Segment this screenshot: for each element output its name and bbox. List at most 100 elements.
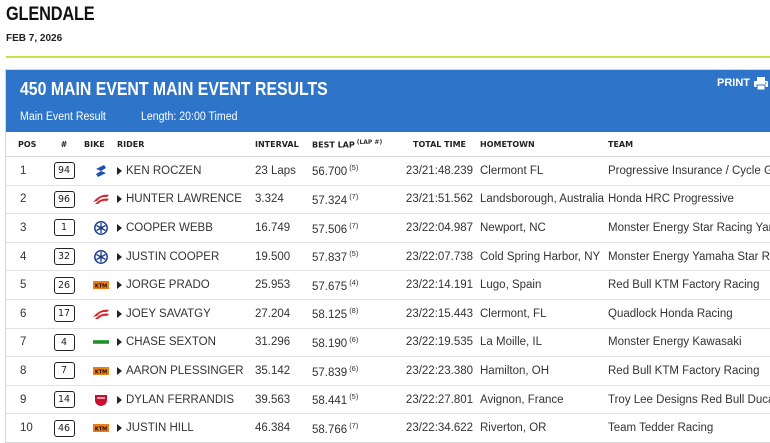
row-position: 8 [6,356,44,386]
row-lap-number: (6) [349,334,359,344]
row-number-cell: 32 [44,242,84,272]
row-total-time: 23/22:23.380 [399,356,480,386]
header-bike: BIKE [84,132,117,157]
rider-name-link[interactable]: JOEY SAVATGY [126,307,211,320]
row-lap-number: (4) [349,277,359,287]
row-team: Troy Lee Designs Red Bull Ducati Factory [608,385,770,415]
rider-number-plate: 7 [53,362,75,380]
svg-text:KTM: KTM [94,426,106,432]
row-total-time: 23/21:51.562 [399,185,480,215]
expand-arrow-icon[interactable] [117,223,122,232]
row-hometown: Riverton, OR [480,413,608,442]
table-row: 4 32 JUSTIN COOPER 19.500 57.837 (5) 23/22:07.… [6,242,770,272]
row-rider-cell[interactable]: JUSTIN COOPER [117,242,255,272]
rider-number-plate: 1 [53,219,75,237]
row-bike-cell [84,156,117,186]
row-lap-number: (8) [349,306,359,316]
rider-name-link[interactable]: JUSTIN COOPER [126,250,220,263]
table-row: 2 96 HUNTER LAWRENCE 3.324 57.324 (7) 23/21:51… [6,185,770,215]
row-hometown: Newport, NC [480,213,608,243]
row-best-lap-cell: 57.837 (5) [312,242,399,272]
row-rider-cell[interactable]: JOEY SAVATGY [117,299,255,329]
row-rider-cell[interactable]: AARON PLESSINGER [117,356,255,386]
ktm-logo-icon: KTM [92,278,110,292]
row-lap-number: (5) [349,392,359,402]
row-total-time: 23/22:19.535 [399,328,480,358]
row-lap-number: (6) [349,363,359,373]
row-best-lap: 58.441 [312,394,348,407]
rider-name-link[interactable]: JUSTIN HILL [126,422,194,435]
row-lap-number: (7) [349,191,359,201]
row-bike-cell [84,185,117,215]
row-rider-cell[interactable]: JORGE PRADO [117,270,255,300]
expand-arrow-icon[interactable] [117,338,122,347]
row-team: Progressive Insurance / Cycle Gear [608,156,770,186]
results-title: 450 MAIN EVENT MAIN EVENT RESULTS [20,79,328,99]
row-bike-cell [84,299,117,329]
header-interval: INTERVAL [255,132,312,157]
ktm-logo-icon: KTM [92,364,110,378]
row-total-time: 23/22:04.987 [399,213,480,243]
rider-number-plate: 4 [53,333,75,351]
print-button[interactable]: PRINT [717,75,768,91]
rider-name-link[interactable]: JORGE PRADO [126,279,210,292]
row-total-time: 23/21:48.239 [399,156,480,186]
row-bike-cell: KTM [84,270,117,300]
rider-name-link[interactable]: DYLAN FERRANDIS [126,393,234,406]
row-rider-cell[interactable]: COOPER WEBB [117,213,255,243]
rider-name-link[interactable]: HUNTER LAWRENCE [126,193,242,206]
row-hometown: Lugo, Spain [480,270,608,300]
row-rider-cell[interactable]: KEN ROCZEN [117,156,255,186]
table-row: 7 4 CHASE SEXTON 31.296 58.190 (6) 23/22:19.53… [6,328,770,358]
row-hometown: Clermont FL [480,156,608,186]
yamaha-logo-icon [92,221,110,235]
header-pos: POS [6,132,44,157]
expand-arrow-icon[interactable] [117,281,122,290]
expand-arrow-icon[interactable] [117,309,122,318]
rider-name-link[interactable]: COOPER WEBB [126,221,213,234]
kawasaki-logo-icon [92,335,110,349]
row-total-time: 23/22:14.191 [399,270,480,300]
suzuki-logo-icon [92,164,110,178]
rider-name-link[interactable]: CHASE SEXTON [126,336,216,349]
row-team: Monster Energy Yamaha Star Racing [608,242,770,272]
row-bike-cell [84,328,117,358]
row-number-cell: 26 [44,270,84,300]
row-number-cell: 94 [44,156,84,186]
expand-arrow-icon[interactable] [117,424,122,433]
row-number-cell: 17 [44,299,84,329]
row-position: 2 [6,185,44,215]
row-position: 9 [6,385,44,415]
row-hometown: La Moille, IL [480,328,608,358]
expand-arrow-icon[interactable] [117,395,122,404]
expand-arrow-icon[interactable] [117,195,122,204]
event-date: FEB 7, 2026 [6,33,63,44]
row-best-lap: 57.839 [312,366,348,379]
row-team: Red Bull KTM Factory Racing [608,270,770,300]
row-best-lap: 57.675 [312,280,348,293]
row-team: Team Tedder Racing [608,413,770,442]
row-team: Monster Energy Star Racing Yamaha [608,213,770,243]
row-bike-cell: KTM [84,356,117,386]
row-rider-cell[interactable]: DYLAN FERRANDIS [117,385,255,415]
expand-arrow-icon[interactable] [117,166,122,175]
row-bike-cell: KTM [84,413,117,442]
row-lap-number: (5) [349,163,359,173]
row-position: 3 [6,213,44,243]
rider-name-link[interactable]: KEN ROCZEN [126,164,202,177]
row-interval: 46.384 [255,413,312,442]
row-position: 7 [6,328,44,358]
row-position: 5 [6,270,44,300]
expand-arrow-icon[interactable] [117,366,122,375]
header-rider: RIDER [117,132,255,157]
row-rider-cell[interactable]: CHASE SEXTON [117,328,255,358]
row-rider-cell[interactable]: JUSTIN HILL [117,413,255,442]
expand-arrow-icon[interactable] [117,252,122,261]
header-total-time: TOTAL TIME [399,132,480,157]
row-bike-cell [84,242,117,272]
row-rider-cell[interactable]: HUNTER LAWRENCE [117,185,255,215]
rider-name-link[interactable]: AARON PLESSINGER [126,364,244,377]
header-best-lap-label: BEST LAP [312,140,355,150]
row-best-lap: 58.766 [312,423,348,436]
row-lap-number: (7) [349,220,359,230]
